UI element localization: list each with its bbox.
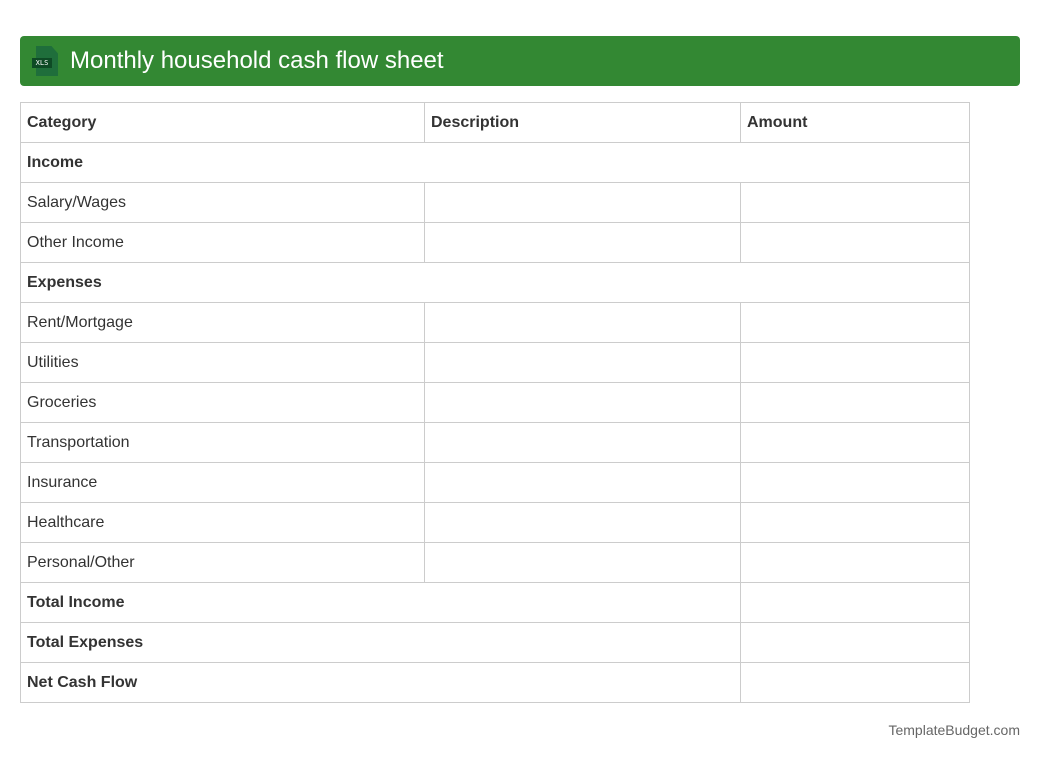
amount-cell[interactable]	[740, 502, 970, 543]
section-label: Expenses	[20, 262, 970, 303]
description-cell[interactable]	[424, 462, 741, 503]
xls-file-icon: XLS	[32, 46, 58, 76]
section-row-expenses: Expenses	[20, 262, 970, 303]
amount-cell[interactable]	[740, 462, 970, 503]
category-cell: Insurance	[20, 462, 425, 503]
cash-flow-table: Category Description Amount Income Salar…	[20, 102, 970, 703]
total-row: Net Cash Flow	[20, 662, 970, 703]
amount-cell[interactable]	[740, 302, 970, 343]
total-row: Total Expenses	[20, 622, 970, 663]
description-cell[interactable]	[424, 342, 741, 383]
total-label: Total Expenses	[20, 622, 741, 663]
column-header-amount: Amount	[740, 102, 970, 143]
page-title: Monthly household cash flow sheet	[70, 47, 444, 74]
category-cell: Utilities	[20, 342, 425, 383]
description-cell[interactable]	[424, 502, 741, 543]
category-cell: Other Income	[20, 222, 425, 263]
amount-cell[interactable]	[740, 542, 970, 583]
table-row: Transportation	[20, 422, 970, 463]
description-cell[interactable]	[424, 222, 741, 263]
amount-cell[interactable]	[740, 182, 970, 223]
amount-cell[interactable]	[740, 422, 970, 463]
category-cell: Salary/Wages	[20, 182, 425, 223]
description-cell[interactable]	[424, 382, 741, 423]
column-header-category: Category	[20, 102, 425, 143]
title-bar: XLS Monthly household cash flow sheet	[20, 36, 1020, 86]
table-row: Rent/Mortgage	[20, 302, 970, 343]
total-amount-cell[interactable]	[740, 662, 970, 703]
section-row-income: Income	[20, 142, 970, 183]
total-label: Net Cash Flow	[20, 662, 741, 703]
total-row: Total Income	[20, 582, 970, 623]
section-label: Income	[20, 142, 970, 183]
table-header-row: Category Description Amount	[20, 102, 970, 143]
amount-cell[interactable]	[740, 342, 970, 383]
table-row: Salary/Wages	[20, 182, 970, 223]
category-cell: Transportation	[20, 422, 425, 463]
table-row: Personal/Other	[20, 542, 970, 583]
total-amount-cell[interactable]	[740, 582, 970, 623]
column-header-description: Description	[424, 102, 741, 143]
total-amount-cell[interactable]	[740, 622, 970, 663]
table-row: Healthcare	[20, 502, 970, 543]
category-cell: Groceries	[20, 382, 425, 423]
description-cell[interactable]	[424, 422, 741, 463]
table-row: Groceries	[20, 382, 970, 423]
category-cell: Healthcare	[20, 502, 425, 543]
footer-brand: TemplateBudget.com	[888, 722, 1020, 738]
table-row: Utilities	[20, 342, 970, 383]
category-cell: Rent/Mortgage	[20, 302, 425, 343]
category-cell: Personal/Other	[20, 542, 425, 583]
description-cell[interactable]	[424, 302, 741, 343]
description-cell[interactable]	[424, 542, 741, 583]
description-cell[interactable]	[424, 182, 741, 223]
amount-cell[interactable]	[740, 222, 970, 263]
table-row: Insurance	[20, 462, 970, 503]
total-label: Total Income	[20, 582, 741, 623]
amount-cell[interactable]	[740, 382, 970, 423]
table-row: Other Income	[20, 222, 970, 263]
